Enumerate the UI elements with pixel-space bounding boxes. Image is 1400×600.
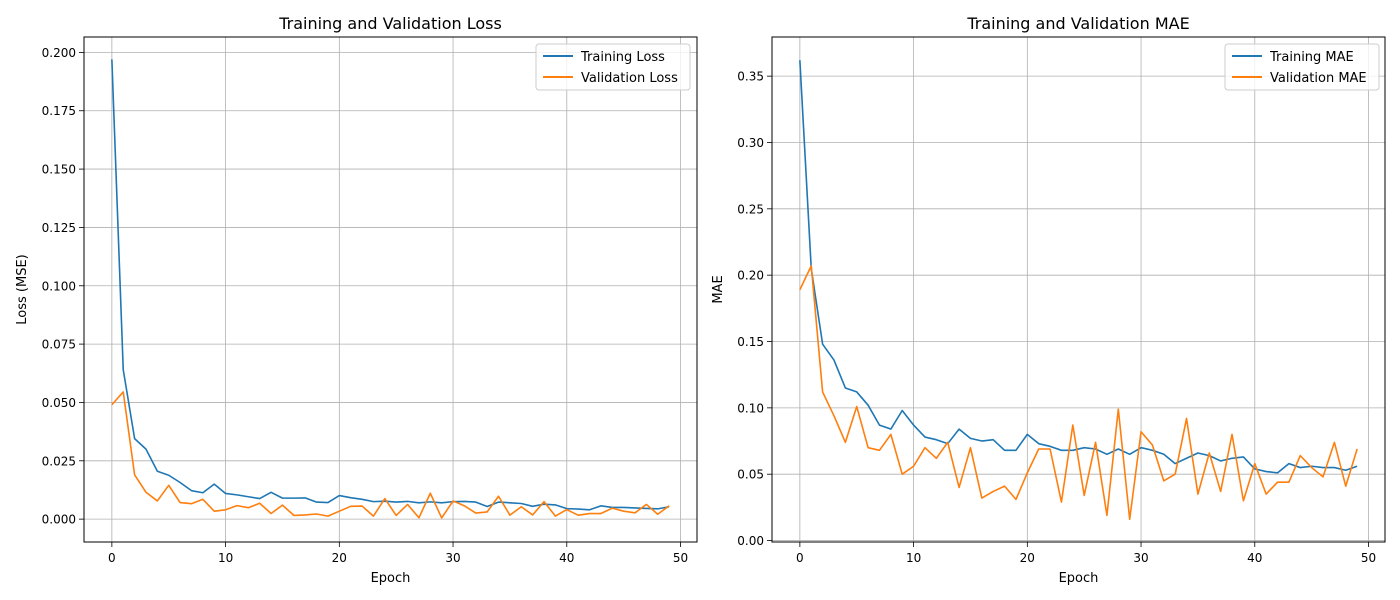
loss-legend-validation-label: Validation Loss: [581, 71, 678, 86]
loss-y-tick-label: 0.050: [42, 396, 76, 410]
mae-legend-training-label: Training MAE: [1269, 50, 1354, 65]
loss-legend-box: [535, 43, 691, 91]
loss-x-tick-label: 20: [332, 551, 347, 565]
loss-y-axis-label: Loss (MSE): [15, 254, 30, 324]
loss-x-tick-label: 40: [559, 551, 574, 565]
mae-chart: Training and Validation MAE 0 10 20 30 40 50 …: [711, 14, 1386, 586]
mae-y-tick-label: 0.20: [737, 269, 764, 283]
loss-y-ticks: 0.000 0.025 0.050 0.075 0.100 0.125 0.150 0.175…: [42, 46, 84, 527]
mae-y-axis-label: MAE: [711, 275, 726, 303]
loss-x-ticks: 0 10 20 30 40 50: [108, 542, 688, 565]
mae-y-tick-label: 0.25: [737, 202, 764, 216]
mae-y-tick-label: 0.10: [737, 401, 764, 415]
mae-x-tick-label: 10: [906, 551, 921, 565]
loss-y-tick-label: 0.075: [42, 338, 76, 352]
mae-x-tick-label: 50: [1361, 551, 1376, 565]
loss-y-tick-label: 0.175: [42, 104, 76, 118]
mae-x-ticks: 0 10 20 30 40 50: [796, 542, 1376, 565]
loss-y-tick-label: 0.150: [42, 163, 76, 177]
mae-legend: Training MAE Validation MAE: [1224, 43, 1380, 91]
mae-legend-validation-label: Validation MAE: [1270, 71, 1367, 86]
loss-y-tick-label: 0.125: [42, 221, 76, 235]
loss-plot-frame: [83, 36, 698, 543]
loss-series: [111, 59, 670, 519]
mae-y-tick-label: 0.30: [737, 136, 764, 150]
mae-x-tick-label: 20: [1020, 551, 1035, 565]
mae-x-tick-label: 30: [1133, 551, 1148, 565]
mae-series-line-training: [799, 60, 1358, 474]
loss-chart-title: Training and Validation Loss: [278, 14, 502, 33]
loss-legend: Training Loss Validation Loss: [535, 43, 691, 91]
mae-plot-frame: [771, 36, 1386, 543]
mae-y-tick-label: 0.05: [737, 468, 764, 482]
loss-chart: Training and Validation Loss 0 10 20 30 40 50…: [15, 14, 698, 586]
mae-x-tick-label: 40: [1247, 551, 1262, 565]
loss-x-tick-label: 30: [445, 551, 460, 565]
loss-y-tick-label: 0.000: [42, 513, 76, 527]
mae-chart-title: Training and Validation MAE: [966, 14, 1189, 33]
mae-series-line-validation: [799, 265, 1358, 521]
loss-x-tick-label: 10: [218, 551, 233, 565]
mae-x-axis-label: Epoch: [1059, 571, 1099, 586]
loss-x-tick-label: 50: [673, 551, 688, 565]
loss-legend-training-label: Training Loss: [580, 50, 665, 65]
loss-y-tick-label: 0.100: [42, 279, 76, 293]
mae-y-tick-label: 0.35: [737, 70, 764, 84]
loss-series-line-validation: [111, 391, 670, 519]
mae-y-tick-label: 0.15: [737, 335, 764, 349]
mae-y-tick-label: 0.00: [737, 534, 764, 548]
mae-x-tick-label: 0: [796, 551, 804, 565]
mae-legend-box: [1224, 43, 1380, 91]
mae-series: [799, 60, 1358, 521]
loss-y-tick-label: 0.025: [42, 454, 76, 468]
loss-series-line-training: [111, 59, 670, 511]
loss-x-axis-label: Epoch: [371, 571, 411, 586]
mae-y-ticks: 0.00 0.05 0.10 0.15 0.20 0.25 0.30 0.35: [737, 70, 772, 548]
loss-x-tick-label: 0: [108, 551, 116, 565]
loss-y-tick-label: 0.200: [42, 46, 76, 60]
